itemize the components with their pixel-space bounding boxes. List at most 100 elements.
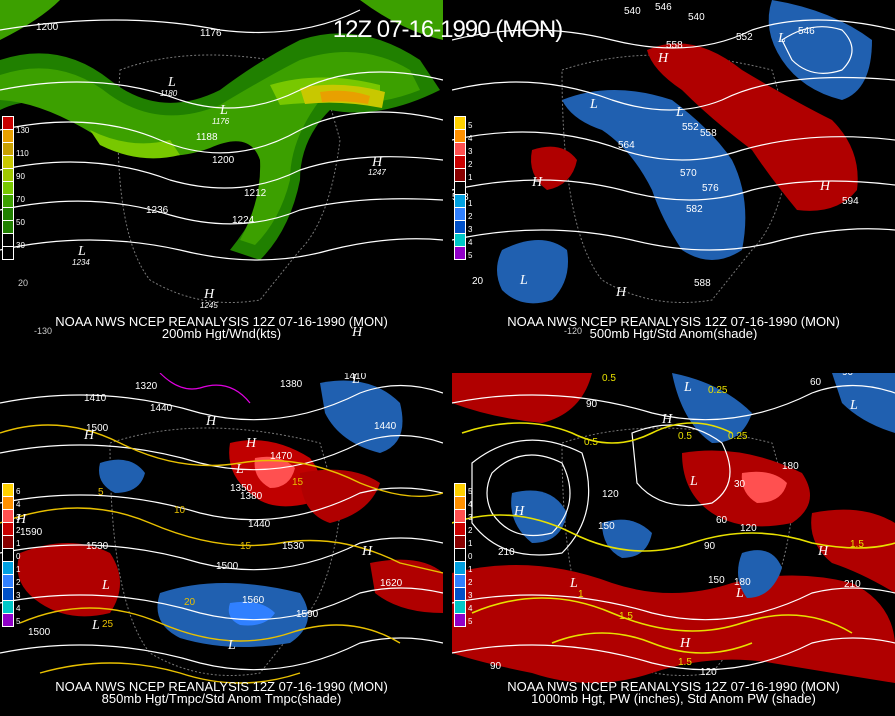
temperature-label: 15: [292, 477, 304, 488]
contour-label: 1380: [240, 491, 263, 502]
high-pressure-marker: H: [615, 285, 627, 300]
legend-label: 5: [16, 617, 21, 626]
caption-line-1: NOAA NWS NCEP REANALYSIS 12Z 07-16-1990 …: [55, 314, 388, 329]
low-pressure-marker: L: [235, 462, 244, 477]
high-value: 1245: [200, 301, 218, 310]
contour-label: 90: [490, 661, 502, 672]
panel-500mb-map: 540 546 540 552 546 558 564 552 558 570 …: [452, 0, 895, 304]
legend-label: 1: [468, 565, 473, 574]
high-pressure-marker: H: [679, 636, 691, 651]
contour-label: 180: [734, 577, 751, 588]
anomaly-legend: [454, 116, 466, 260]
contour-label: 1590: [296, 609, 319, 620]
legend-label: 0: [468, 552, 473, 561]
contour-label: 210: [844, 579, 861, 590]
temperature-label: 15: [240, 541, 252, 552]
contour-label: 564: [618, 140, 635, 151]
contour-label: 90: [842, 373, 854, 378]
contour-label: 1560: [242, 595, 265, 606]
legend-label: 1: [468, 173, 473, 182]
caption-line-2: 1000mb Hgt, PW (inches), Std Anom PW (sh…: [531, 691, 816, 706]
temp-anomaly-legend: [2, 483, 14, 627]
legend-label: 1: [16, 539, 21, 548]
low-pressure-marker: L: [735, 586, 744, 601]
contour-label: 540: [688, 12, 705, 23]
contour-label: 570: [680, 168, 697, 179]
contour-label: 594: [842, 196, 859, 207]
wind-legend-labels: 130 110 90 70 50 30: [16, 124, 29, 252]
contour-label: 1224: [232, 215, 255, 226]
legend-label: 1: [16, 565, 21, 574]
contour-label: 558: [700, 128, 717, 139]
low-pressure-marker: L: [77, 244, 86, 259]
high-pressure-marker: H: [817, 544, 829, 559]
contour-label: 540: [624, 6, 641, 17]
contour-label: 1530: [86, 541, 109, 552]
temperature-label: 25: [102, 619, 114, 630]
contour-label: 1350: [230, 483, 253, 494]
contour-label: 558: [666, 40, 683, 51]
contour-label: 1500: [216, 561, 239, 572]
contour-label: 150: [708, 575, 725, 586]
low-pressure-marker: L: [91, 618, 100, 633]
contour-label: 120: [700, 667, 717, 678]
legend-label: 2: [468, 212, 473, 221]
pw-label: 0.5: [678, 431, 692, 442]
contour-label: 1200: [212, 155, 235, 166]
legend-label: 5: [468, 487, 473, 496]
temperature-label: 10: [174, 505, 186, 516]
low-pressure-marker: L: [519, 273, 528, 288]
legend-label: 2: [468, 160, 473, 169]
lon-label: -120: [564, 326, 583, 336]
high-pressure-marker: H: [657, 51, 669, 66]
caption-line-1: NOAA NWS NCEP REANALYSIS 12Z 07-16-1990 …: [507, 679, 840, 694]
contour-label: 1410: [84, 393, 107, 404]
legend-label: 3: [468, 513, 473, 522]
pw-legend-labels: 5 4 3 2 1 0 1 2 3 4 5: [468, 485, 472, 628]
contour-label: 546: [655, 2, 672, 13]
contour-label: 1440: [374, 421, 397, 432]
high-pressure-marker: H: [661, 412, 673, 427]
contour-label: 120: [740, 523, 757, 534]
legend-label: 2: [16, 526, 21, 535]
pw-label: 1.5: [850, 539, 864, 550]
high-value: 1247: [368, 168, 386, 177]
map-title: 12Z 07-16-1990 (MON): [332, 16, 563, 43]
pw-label: 0.25: [728, 431, 748, 442]
pw-label: 1: [578, 589, 584, 600]
panel-1000mb-map: 0.5 90 60 90 0.5 0.25 0.5 0.25 180 120 6…: [452, 373, 895, 683]
legend-label: 110: [16, 149, 29, 158]
contour-label: 552: [682, 122, 699, 133]
contour-label: 588: [694, 278, 711, 289]
lon-label: -130: [34, 326, 53, 336]
legend-label: 70: [16, 195, 25, 204]
contour-label: 1212: [244, 188, 267, 199]
contour-label: 546: [798, 26, 815, 37]
temperature-label: 20: [184, 597, 196, 608]
lat-label: 20: [18, 278, 29, 288]
contour-label: 180: [782, 461, 799, 472]
low-pressure-marker: L: [777, 31, 786, 46]
legend-label: 50: [16, 218, 25, 227]
contour-label: 30: [734, 479, 746, 490]
contour-label: 1320: [135, 381, 158, 392]
contour-label: 1500: [28, 627, 51, 638]
legend-label: 30: [16, 241, 25, 250]
legend-label: 5: [468, 617, 473, 626]
low-pressure-marker: L: [351, 373, 360, 387]
lat-label: 20: [472, 276, 484, 287]
high-pressure-marker: H: [371, 155, 383, 170]
contour-label: 90: [586, 399, 598, 410]
low-pressure-marker: L: [101, 578, 110, 593]
contour-label: 210: [498, 547, 515, 558]
legend-label: 2: [16, 578, 21, 587]
high-pressure-marker: H: [83, 428, 95, 443]
panel-500mb: 540 546 540 552 546 558 564 552 558 570 …: [452, 0, 895, 340]
contour-label: 1236: [146, 205, 169, 216]
panel-200mb: 1200 1176 1188 1200 1212 1224 1236 1180 …: [0, 0, 443, 340]
contour-label: 1620: [380, 578, 403, 589]
contour-label: 1380: [280, 379, 303, 390]
caption-line-1: NOAA NWS NCEP REANALYSIS 12Z 07-16-1990 …: [55, 679, 388, 694]
contour-label: 1500: [86, 423, 109, 434]
legend-label: 4: [468, 500, 473, 509]
